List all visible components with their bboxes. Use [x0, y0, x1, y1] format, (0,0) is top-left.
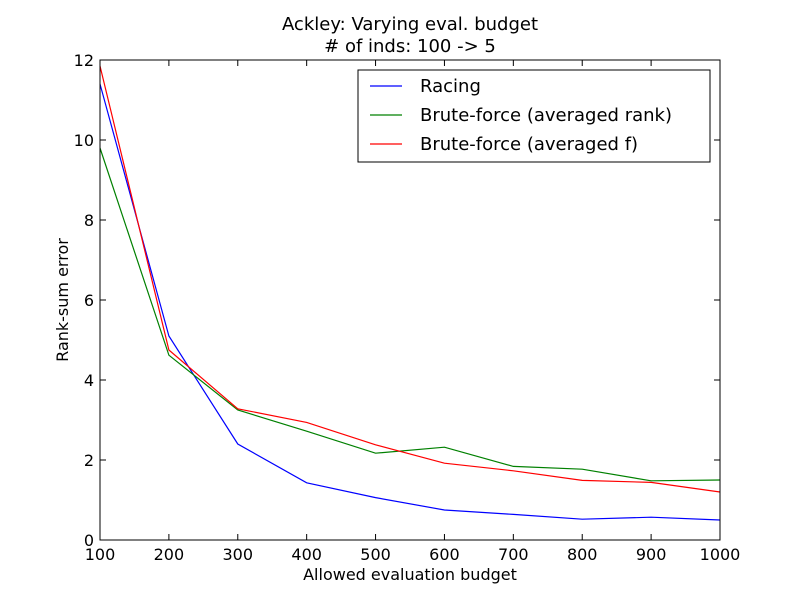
legend-label-brute-force-f: Brute-force (averaged f): [420, 134, 638, 155]
y-tick-label-0: 0: [84, 531, 94, 550]
chart-subtitle: # of inds: 100 -> 5: [324, 36, 496, 57]
series-layer: [99, 65, 721, 521]
x-tick-label-100: 100: [85, 545, 116, 564]
legend-label-brute-force-rank: Brute-force (averaged rank): [420, 105, 672, 126]
x-tick-label-400: 400: [291, 545, 322, 564]
series-line-1: [99, 147, 721, 482]
y-tick-label-2: 2: [84, 451, 94, 470]
y-axis-label: Rank-sum error: [53, 238, 72, 362]
y-tick-label-6: 6: [84, 291, 94, 310]
legend-label-racing: Racing: [420, 76, 481, 97]
y-tick-label-10: 10: [74, 131, 94, 150]
legend-box: [357, 69, 711, 163]
y-tick-label-12: 12: [74, 51, 94, 70]
chart-title: Ackley: Varying eval. budget: [282, 14, 538, 35]
tick-layer: 100 200 300 400 500 600 700 800 900 1000 0 2 4 6 8 10 12: [74, 51, 741, 564]
y-tick-label-4: 4: [84, 371, 94, 390]
x-tick-label-300: 300: [223, 545, 254, 564]
series-line-0: [99, 83, 721, 521]
x-axis-label: Allowed evaluation budget: [303, 565, 517, 584]
legend: Racing Brute-force (averaged rank) Brute…: [357, 69, 711, 163]
plot-frame: [99, 59, 721, 541]
x-tick-label-1000: 1000: [700, 545, 741, 564]
x-tick-label-500: 500: [360, 545, 391, 564]
series-line-2: [99, 65, 721, 493]
y-tick-label-8: 8: [84, 211, 94, 230]
x-tick-label-900: 900: [636, 545, 667, 564]
x-tick-label-600: 600: [429, 545, 460, 564]
x-tick-label-800: 800: [567, 545, 598, 564]
x-tick-label-200: 200: [154, 545, 185, 564]
x-tick-label-700: 700: [498, 545, 529, 564]
